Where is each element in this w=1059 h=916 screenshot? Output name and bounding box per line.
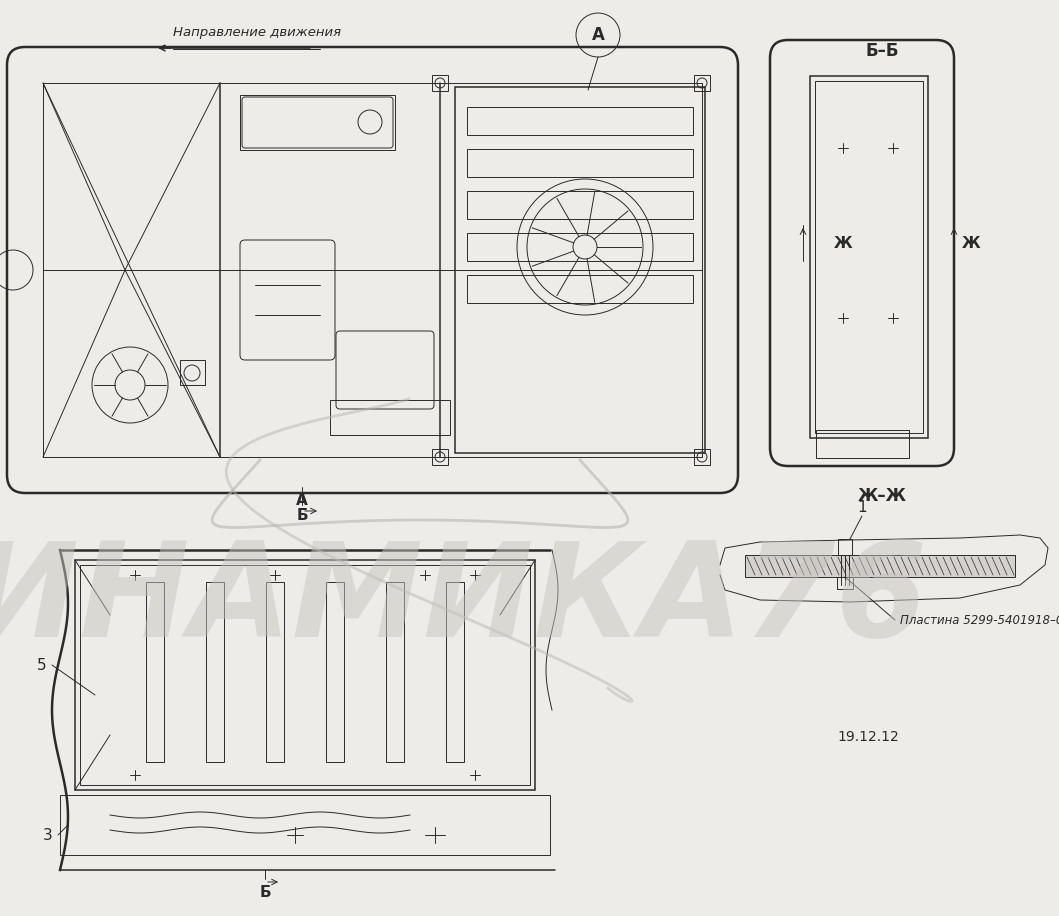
Bar xyxy=(694,449,710,465)
Bar xyxy=(744,555,1015,577)
Text: ДИНАМИКА76: ДИНАМИКА76 xyxy=(0,537,928,663)
Text: 19.12.12: 19.12.12 xyxy=(837,730,899,744)
Text: А: А xyxy=(297,493,308,508)
Text: Б: Б xyxy=(297,508,308,523)
Text: Б: Б xyxy=(259,885,271,900)
Text: Направление движения: Направление движения xyxy=(173,26,341,39)
Bar xyxy=(385,582,403,762)
Bar xyxy=(815,81,923,433)
Bar xyxy=(694,75,710,91)
Bar xyxy=(455,87,705,453)
Bar xyxy=(75,560,535,790)
Bar xyxy=(810,76,928,438)
Bar xyxy=(330,400,450,435)
Bar xyxy=(180,360,205,385)
Bar xyxy=(838,539,852,555)
Bar xyxy=(467,233,693,261)
Bar xyxy=(60,795,550,855)
Text: Ж: Ж xyxy=(962,235,981,250)
Text: 3: 3 xyxy=(43,827,53,843)
Bar xyxy=(467,191,693,219)
Text: 1: 1 xyxy=(857,500,867,516)
Bar xyxy=(467,107,693,135)
Text: Б–Б: Б–Б xyxy=(865,42,899,60)
Text: Ж: Ж xyxy=(833,235,852,250)
Bar xyxy=(146,582,164,762)
Bar xyxy=(266,582,284,762)
Text: А: А xyxy=(592,26,605,44)
Bar xyxy=(816,430,909,458)
Bar xyxy=(240,95,395,150)
Bar xyxy=(432,449,448,465)
Bar xyxy=(467,149,693,177)
Text: Ж–Ж: Ж–Ж xyxy=(858,487,907,505)
Bar xyxy=(837,577,852,589)
Bar xyxy=(467,275,693,303)
Bar xyxy=(446,582,464,762)
Text: 5: 5 xyxy=(37,658,47,672)
Bar xyxy=(432,75,448,91)
Bar xyxy=(326,582,344,762)
Bar xyxy=(80,565,530,785)
Bar xyxy=(207,582,225,762)
Text: Пластина 5299-5401918–01: Пластина 5299-5401918–01 xyxy=(900,614,1059,627)
